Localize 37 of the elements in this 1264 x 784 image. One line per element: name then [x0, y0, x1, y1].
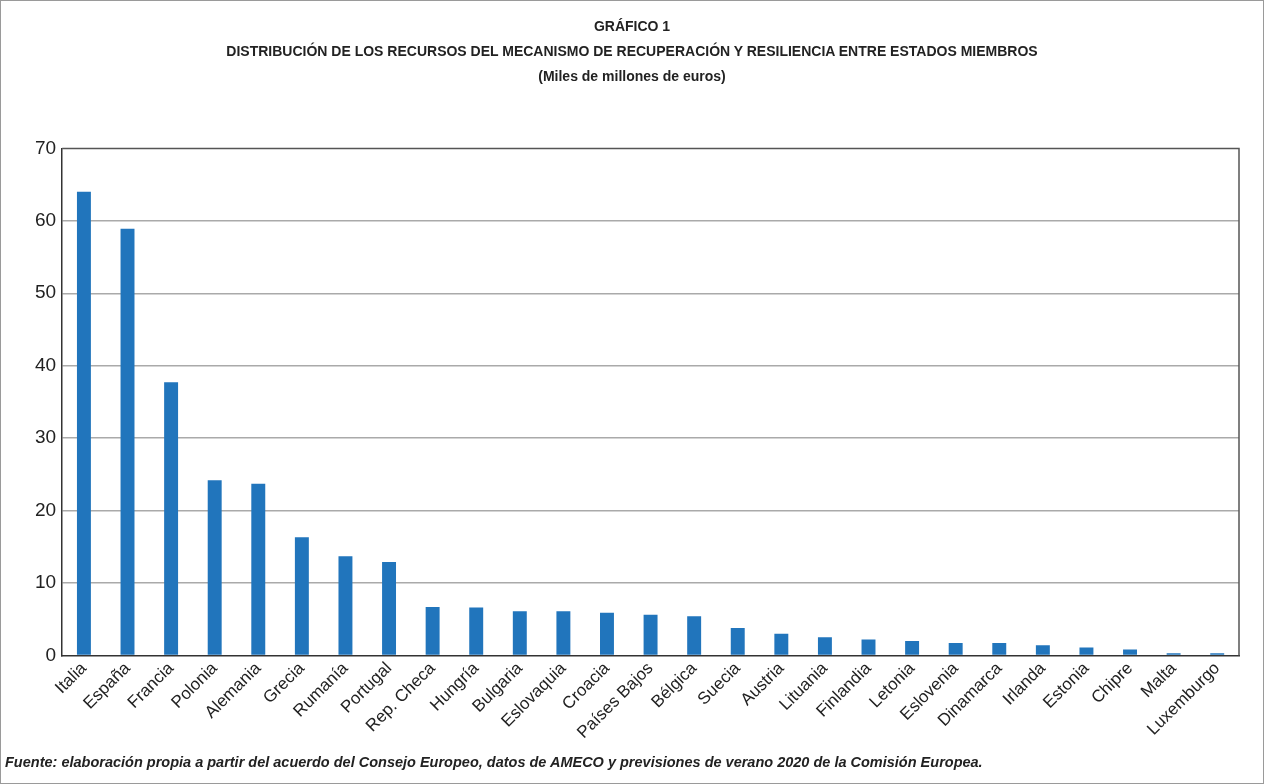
y-tick-label: 0: [45, 643, 57, 665]
bar: [164, 382, 179, 655]
bar: [905, 640, 920, 655]
bar: [861, 639, 876, 655]
bar: [251, 483, 266, 655]
bar: [207, 480, 222, 655]
bar: [730, 627, 745, 655]
bar: [469, 607, 484, 655]
chart-subtitle: (Miles de millones de euros): [537, 68, 727, 84]
bar: [774, 633, 789, 655]
y-tick-label: 70: [34, 136, 57, 158]
chart-title: DISTRIBUCIÓN DE LOS RECURSOS DEL MECANISMO DE RECUPERACIÓN Y RESILIENCIA ENTRE ESTADOS MIEMBROS: [225, 43, 1039, 59]
bar: [1035, 645, 1050, 655]
bar: [338, 556, 353, 655]
source-note: Fuente: elaboración propia a partir del acuerdo del Consejo Europeo, datos de AMECO y previsiones de verano 2020 de la Comisión Europea.: [5, 754, 983, 770]
y-tick-label: 50: [34, 281, 57, 303]
bar: [1079, 647, 1094, 655]
bar: [687, 616, 702, 655]
bar: [382, 561, 397, 655]
bar: [948, 643, 963, 655]
bar: [992, 643, 1007, 655]
y-tick-label: 40: [34, 353, 57, 375]
bar: [120, 228, 135, 655]
bar: [294, 537, 309, 655]
bar: [512, 611, 527, 655]
bar: [425, 606, 440, 655]
bar: [76, 191, 91, 655]
bar: [556, 611, 571, 655]
y-tick-label: 20: [34, 498, 57, 520]
y-tick-label: 60: [34, 209, 57, 231]
bar: [643, 614, 658, 655]
bar: [817, 637, 832, 655]
bar: [600, 612, 614, 655]
y-tick-label: 10: [34, 571, 57, 593]
y-tick-label: 30: [34, 426, 57, 448]
bar: [1123, 649, 1138, 655]
text: GRÁFICO 1: [592, 18, 672, 34]
